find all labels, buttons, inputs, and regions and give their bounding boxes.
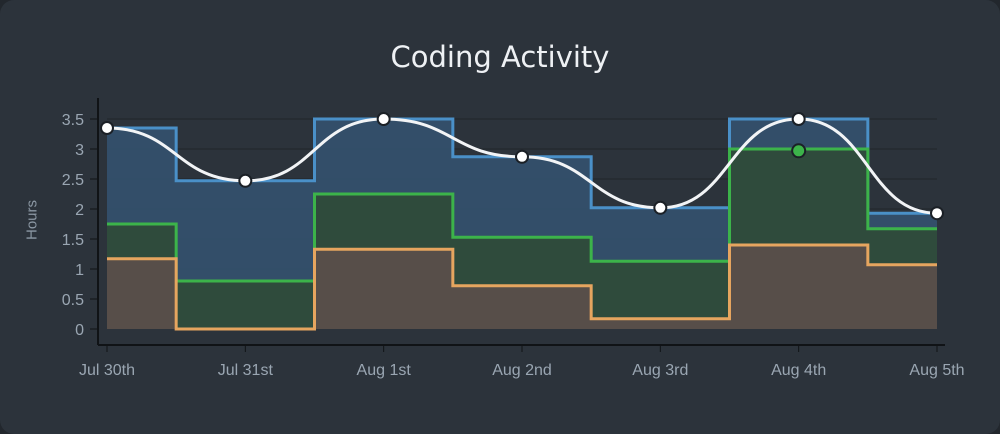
y-tick-label: 1 <box>75 262 84 279</box>
x-tick-labels: Jul 30th Jul 31st Aug 1st Aug 2nd Aug 3rd Aug… <box>79 345 965 379</box>
y-tick-label: 2 <box>75 202 84 219</box>
y-tick-label: 3.5 <box>62 112 84 129</box>
series-areas <box>107 117 937 331</box>
trend-point <box>653 200 668 215</box>
trend-point <box>791 112 806 126</box>
y-tick-label: 2.5 <box>62 172 84 189</box>
series-line-green <box>107 147 937 283</box>
trend-point <box>238 173 253 188</box>
x-tick-label: Jul 30th <box>79 362 135 379</box>
y-tick-label: 0 <box>75 322 84 339</box>
x-tick-label: Aug 4th <box>771 362 826 379</box>
trend-point <box>515 149 529 164</box>
x-tick-label: Aug 1st <box>357 362 412 379</box>
trend-point <box>376 112 391 126</box>
y-tick-labels: 0 0.5 1 1.5 2 2.5 3 3.5 <box>62 112 98 339</box>
trend-point <box>930 206 944 221</box>
y-tick-label: 1.5 <box>62 232 84 249</box>
highlight-point <box>791 143 807 159</box>
x-tick-label: Aug 2nd <box>492 362 552 379</box>
series-line-orange <box>107 243 937 331</box>
y-tick-label: 0.5 <box>62 292 84 309</box>
x-tick-label: Aug 3rd <box>632 362 688 379</box>
trend-point <box>100 121 114 135</box>
y-tick-label: 3 <box>75 142 84 159</box>
data-points <box>100 112 944 221</box>
chart-title: Coding Activity <box>390 40 610 74</box>
x-tick-label: Aug 5th <box>909 362 964 379</box>
x-tick-label: Jul 31st <box>218 362 274 379</box>
